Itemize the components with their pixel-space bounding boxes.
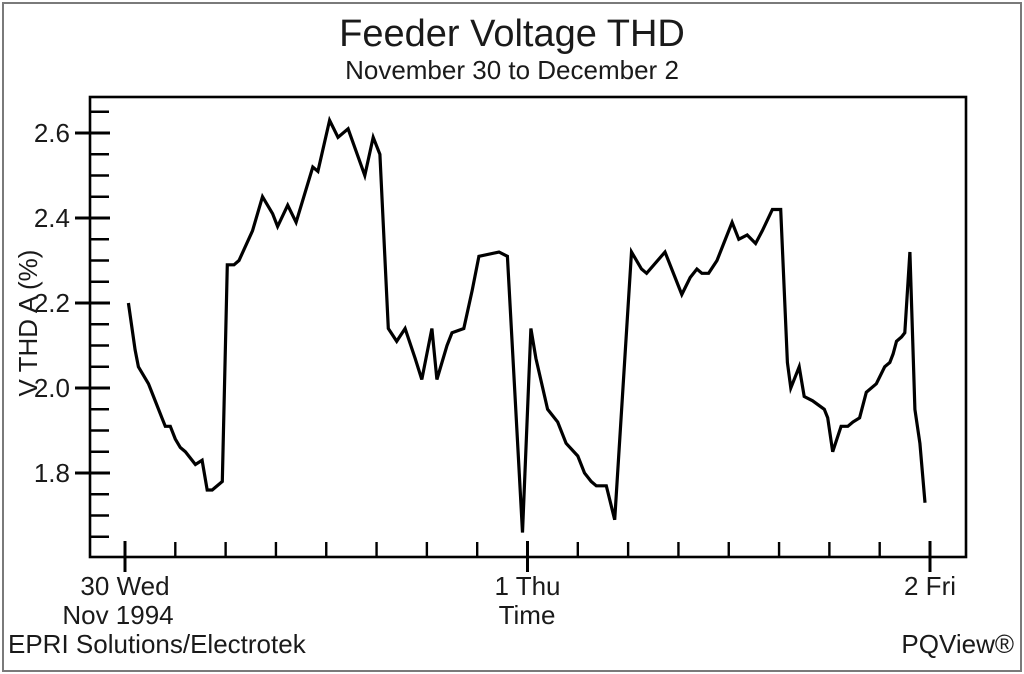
x-tick-label: 2 Fri (904, 571, 956, 601)
chart-subtitle: November 30 to December 2 (345, 55, 679, 85)
y-tick-label: 1.8 (33, 458, 70, 488)
y-tick-label: 2.4 (33, 203, 70, 233)
x-tick-sublabel: Nov 1994 (62, 600, 174, 630)
footer-attribution: EPRI Solutions/Electrotek (8, 629, 306, 659)
footer-brand: PQView® (901, 629, 1014, 659)
x-tick-label: 1 Thu (494, 571, 561, 601)
y-tick-label: 2.6 (33, 118, 70, 148)
y-tick-label: 2.2 (33, 288, 70, 318)
y-tick-label: 2.0 (33, 373, 70, 403)
x-axis-title: Time (498, 600, 556, 630)
x-tick-label: 30 Wed (80, 571, 170, 601)
chart-title: Feeder Voltage THD (339, 13, 685, 55)
